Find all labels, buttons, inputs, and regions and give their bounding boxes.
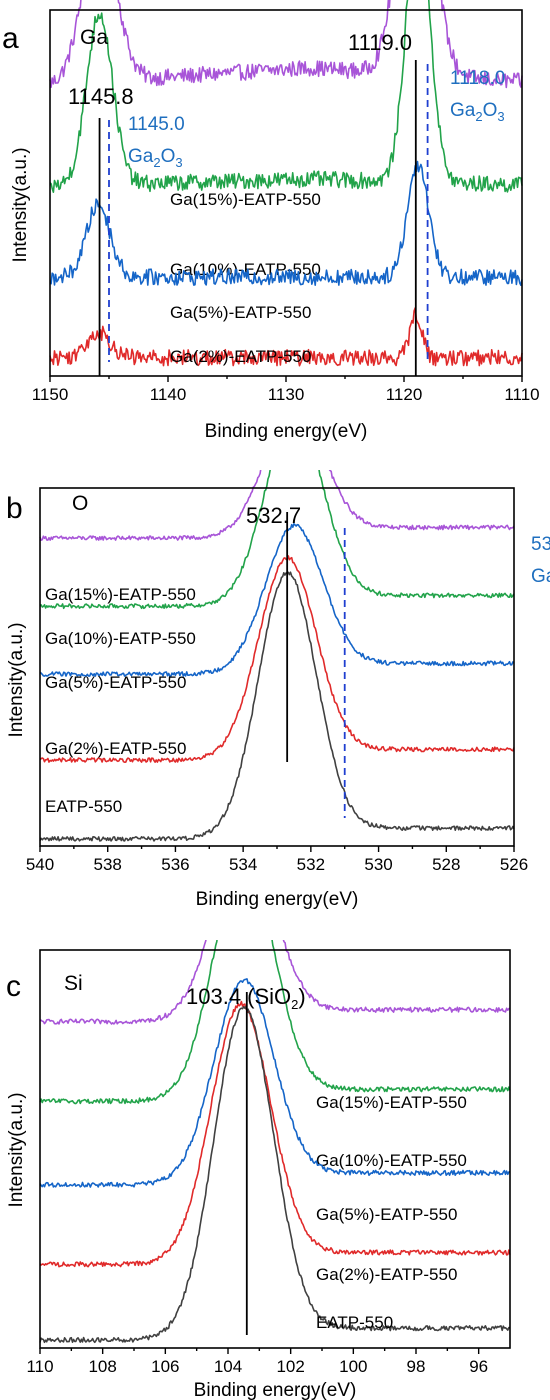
ref-line-label-0: 1145.8 (68, 84, 134, 109)
ref-line-label-0: 532.7 (246, 503, 301, 528)
ref-line-label-0: 103.4 (SiO2) (186, 984, 306, 1012)
element-label: Ga (80, 26, 108, 49)
series-label-0: Ga(15%)-EATP-550 (316, 1093, 467, 1112)
ref-line-label-2: 1145.0 (128, 114, 185, 135)
x-tick-label-3: 1120 (386, 385, 423, 404)
series-line-1 (39, 470, 515, 610)
panel-letter: b (6, 492, 23, 525)
ref-line-compound-2: Ga2O3 (128, 146, 183, 170)
series-line-4 (39, 1005, 511, 1344)
y-axis-label: Intensity(a.u.) (6, 1092, 27, 1207)
x-tick-label-0: 540 (26, 855, 54, 874)
series-line-0 (39, 940, 511, 1025)
x-tick-label-7: 526 (500, 855, 528, 874)
ref-line-label-1: 1119.0 (348, 30, 412, 55)
series-line-2 (39, 522, 515, 677)
series-line-2 (39, 978, 511, 1188)
x-axis-label: Binding energy(eV) (205, 421, 368, 442)
series-label-3: Ga(2%)-EATP-550 (170, 347, 311, 366)
ref-line-compound-1: Ga2O3 (531, 566, 550, 590)
y-axis-label: Intensity(a.u.) (6, 622, 27, 737)
series-label-2: Ga(5%)-EATP-550 (170, 303, 311, 322)
element-label: Si (64, 972, 83, 995)
series-line-3 (39, 555, 515, 764)
ref-line-label-3: 1118.0 (450, 68, 505, 89)
x-tick-label-1: 108 (88, 1357, 116, 1376)
series-label-0: Ga(15%)-EATP-550 (45, 585, 196, 604)
series-line-1 (39, 940, 511, 1105)
series-line-1 (49, 0, 523, 193)
panel-a: Ga(15%)-EATP-550 Ga(10%)-EATP-550 Ga(5%)-E… (0, 0, 550, 450)
series-label-2: Ga(5%)-EATP-550 (316, 1205, 457, 1224)
x-tick-label-4: 532 (297, 855, 325, 874)
series-label-1: Ga(10%)-EATP-550 (45, 629, 196, 648)
x-tick-label-7: 96 (469, 1357, 488, 1376)
element-label: O (72, 492, 88, 515)
x-tick-label-2: 1130 (268, 385, 305, 404)
x-tick-label-0: 110 (26, 1357, 53, 1376)
series-line-4 (39, 571, 515, 842)
series-label-3: Ga(2%)-EATP-550 (316, 1265, 457, 1284)
panel-letter: c (6, 970, 21, 1003)
x-tick-label-6: 98 (407, 1357, 426, 1376)
x-tick-label-3: 104 (214, 1357, 242, 1376)
x-tick-label-5: 100 (339, 1357, 367, 1376)
x-tick-label-1: 538 (94, 855, 122, 874)
ref-line-compound-3: Ga2O3 (450, 100, 505, 124)
x-tick-label-3: 534 (229, 855, 257, 874)
x-tick-label-6: 528 (432, 855, 460, 874)
series-label-3: Ga(2%)-EATP-550 (45, 739, 186, 758)
x-tick-label-0: 1150 (32, 385, 69, 404)
series-line-3 (39, 1000, 511, 1268)
series-label-4: EATP-550 (45, 797, 122, 816)
x-axis-label: Binding energy(eV) (194, 1380, 357, 1400)
y-axis-label: Intensity(a.u.) (10, 147, 31, 262)
x-axis-label: Binding energy(eV) (196, 889, 359, 910)
plot-frame (39, 487, 515, 847)
x-tick-label-2: 106 (151, 1357, 179, 1376)
panel-b: Ga(15%)-EATP-550 Ga(10%)-EATP-550 Ga(5%)-E… (0, 470, 550, 930)
panel-letter: a (2, 22, 19, 55)
x-tick-label-1: 1140 (150, 385, 187, 404)
x-tick-label-4: 102 (276, 1357, 304, 1376)
series-label-0: Ga(15%)-EATP-550 (170, 190, 321, 209)
chart-o: Ga(15%)-EATP-550 Ga(10%)-EATP-550 Ga(5%)-E… (6, 470, 550, 910)
series-line-2 (49, 160, 523, 287)
series-line-3 (49, 307, 523, 367)
ref-line-label-1: 531.0 (531, 534, 550, 555)
series-label-1: Ga(10%)-EATP-550 (316, 1151, 467, 1170)
chart-ga: Ga(15%)-EATP-550Ga(10%)-EATP-550Ga(5%)-E… (2, 0, 540, 442)
series-label-4: EATP-550 (316, 1313, 393, 1332)
series-line-0 (39, 470, 515, 541)
chart-si: Ga(15%)-EATP-550 Ga(10%)-EATP-550 Ga(5%)-E… (6, 940, 511, 1400)
x-tick-label-2: 536 (161, 855, 189, 874)
x-tick-label-5: 530 (364, 855, 392, 874)
x-tick-label-4: 1110 (504, 385, 539, 404)
series-label-2: Ga(5%)-EATP-550 (45, 673, 186, 692)
panel-c: Ga(15%)-EATP-550 Ga(10%)-EATP-550 Ga(5%)-E… (0, 940, 550, 1400)
series-line-0 (49, 0, 523, 89)
plot-frame (39, 949, 511, 1349)
